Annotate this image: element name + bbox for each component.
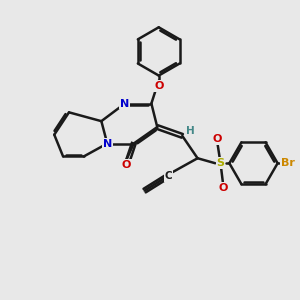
Text: N: N [120, 98, 130, 109]
Text: Br: Br [280, 158, 294, 168]
Text: O: O [218, 183, 228, 193]
Text: O: O [213, 134, 222, 144]
Text: O: O [122, 160, 131, 170]
Text: H: H [186, 126, 195, 136]
Text: O: O [154, 81, 164, 91]
Text: C: C [164, 171, 172, 181]
Text: N: N [103, 139, 112, 148]
Text: S: S [217, 158, 224, 168]
